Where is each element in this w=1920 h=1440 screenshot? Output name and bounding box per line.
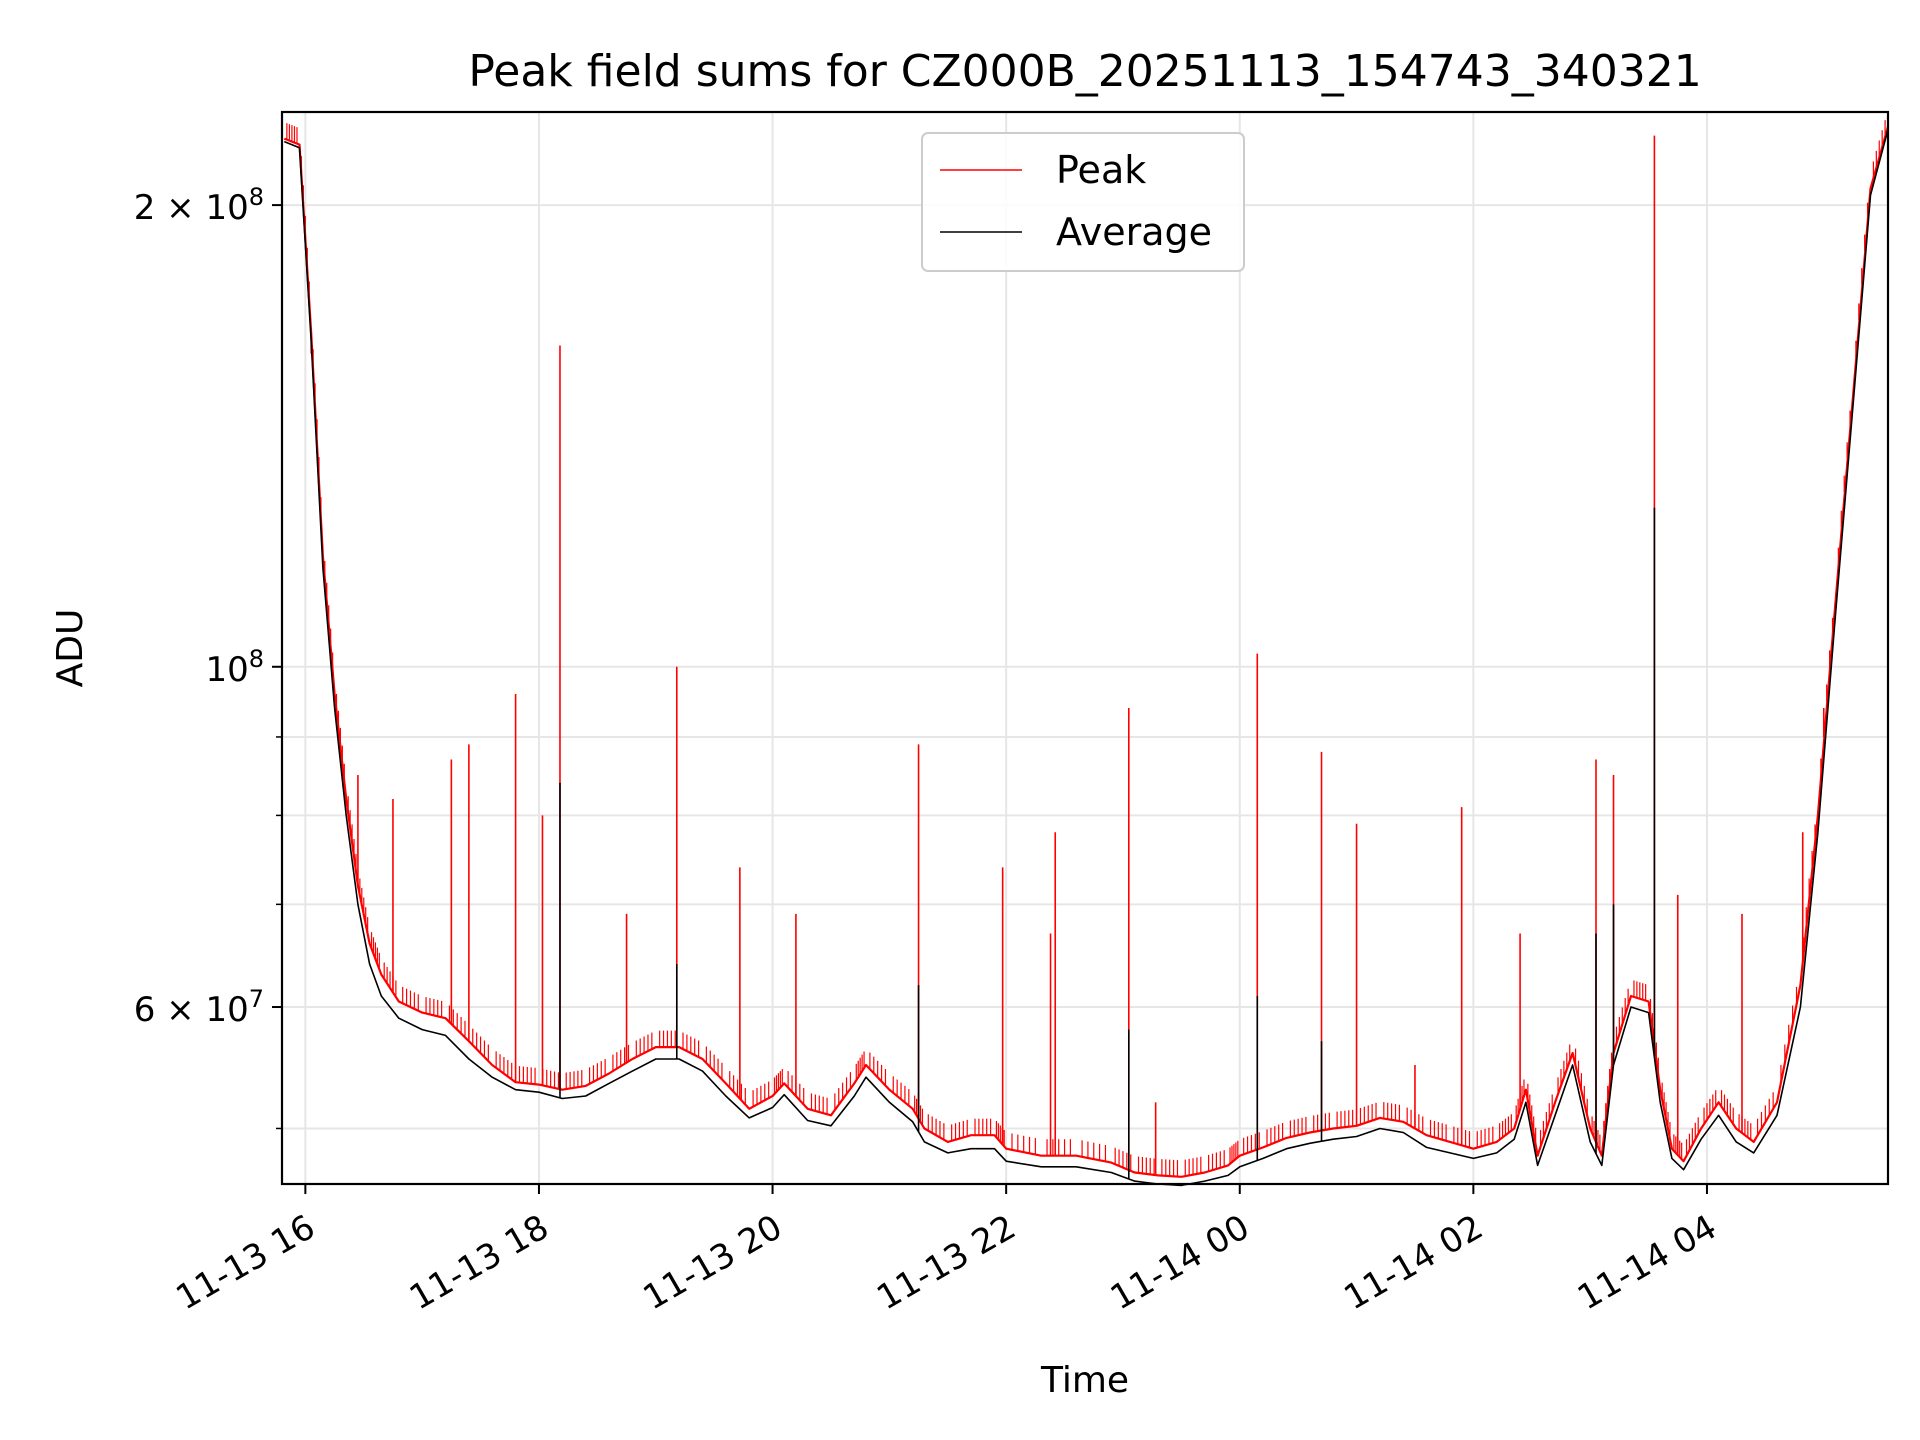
series-line-average bbox=[284, 129, 1889, 1187]
y-tick-label: 6 × 107 bbox=[134, 985, 264, 1030]
legend: Peak Average bbox=[921, 132, 1245, 272]
plot-frame bbox=[280, 110, 1890, 1186]
x-axis-label: Time bbox=[1040, 1360, 1129, 1401]
legend-box bbox=[921, 132, 1245, 272]
y-axis-ticks: 6 × 107 108 2 × 108 bbox=[134, 183, 282, 1130]
legend-label-average: Average bbox=[1056, 210, 1212, 254]
legend-label-peak: Peak bbox=[1056, 148, 1146, 192]
y-axis-label: ADU bbox=[50, 609, 91, 688]
y-tick-label: 108 bbox=[205, 645, 264, 690]
y-tick-label: 2 × 108 bbox=[134, 183, 264, 228]
series-group bbox=[283, 120, 1890, 1187]
chart-title: Peak field sums for CZ000B_20251113_1547… bbox=[468, 46, 1701, 97]
